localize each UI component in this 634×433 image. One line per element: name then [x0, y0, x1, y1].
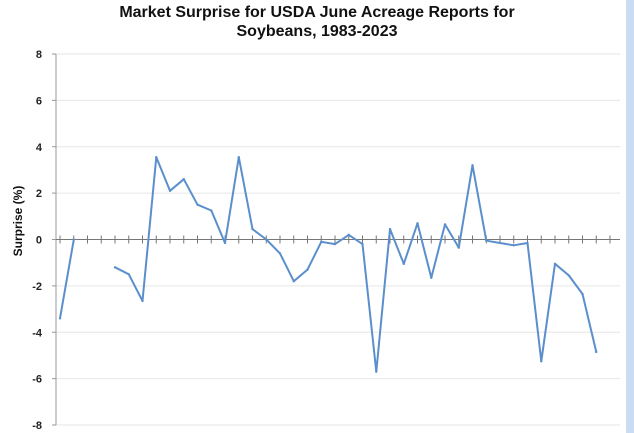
y-tick-label: 6	[36, 95, 42, 107]
data-point	[251, 227, 254, 231]
data-point	[58, 317, 62, 320]
data-point	[375, 370, 378, 373]
chart-title-line-2: Soybeans, 1983-2023	[236, 23, 398, 40]
y-tick-label: -8	[32, 420, 42, 432]
y-tick-labels: 8 6 4 2 0 -2 -4 -6 -8	[32, 49, 43, 432]
data-point	[113, 266, 117, 269]
y-tick-label: -4	[32, 327, 43, 339]
data-point	[210, 209, 213, 212]
data-point	[595, 350, 598, 354]
data-point	[333, 242, 337, 246]
data-point	[223, 241, 227, 245]
data-point	[416, 222, 419, 225]
data-point	[72, 238, 75, 241]
chart-title: Market Surprise for USDA June Acreage Re…	[0, 3, 634, 41]
data-point	[278, 252, 282, 255]
data-point	[237, 155, 240, 159]
data-point	[155, 155, 158, 159]
data-point	[485, 239, 488, 242]
data-point	[141, 299, 144, 303]
data-point	[512, 244, 515, 247]
data-point	[127, 273, 130, 276]
y-tick-label: 2	[36, 188, 42, 200]
y-tick-label: 4	[36, 142, 43, 154]
data-point	[553, 262, 557, 266]
data-point	[306, 268, 309, 271]
data-point	[443, 223, 447, 226]
data-point	[196, 203, 199, 206]
data-point	[457, 246, 460, 249]
data-point	[347, 233, 350, 237]
data-point	[581, 292, 584, 296]
y-axis-title: Surprise (%)	[11, 186, 25, 257]
data-point	[182, 178, 185, 181]
data-point	[567, 274, 570, 277]
data-point	[402, 262, 405, 266]
data-point	[540, 360, 543, 363]
data-point	[265, 238, 268, 241]
y-tick-label: -2	[32, 281, 42, 293]
data-point	[388, 227, 392, 231]
gridlines	[56, 53, 620, 426]
y-tick-label: -6	[32, 374, 42, 386]
data-point	[292, 280, 295, 283]
y-tick-label: 0	[36, 235, 42, 247]
chart-title-line-1: Market Surprise for USDA June Acreage Re…	[119, 4, 515, 21]
data-point	[471, 164, 474, 167]
series-line	[114, 156, 598, 373]
data-point	[168, 189, 172, 193]
series-line	[59, 239, 75, 319]
data-point	[361, 242, 364, 246]
data-point	[320, 240, 323, 244]
axes	[52, 53, 620, 426]
y-tick-label: 8	[36, 49, 42, 61]
data-point	[498, 241, 502, 245]
data-point	[430, 276, 433, 279]
data-point	[526, 241, 529, 245]
series-layer	[58, 155, 598, 373]
